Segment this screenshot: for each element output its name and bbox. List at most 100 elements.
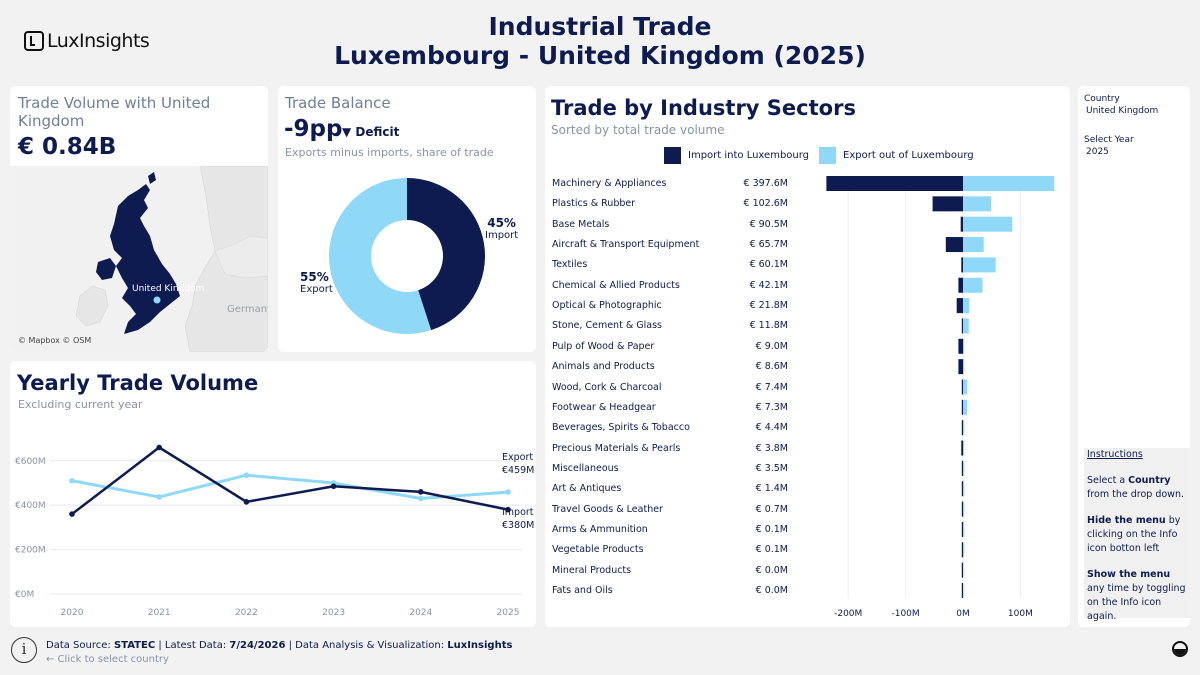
- import-bar[interactable]: [958, 359, 963, 375]
- export-bar[interactable]: [963, 501, 965, 517]
- import-bar[interactable]: [961, 481, 963, 497]
- import-bar[interactable]: [960, 216, 963, 232]
- data-point-import[interactable]: [418, 489, 424, 495]
- export-bar[interactable]: [963, 298, 970, 314]
- data-point-import[interactable]: [69, 511, 75, 517]
- sector-total: € 1.4M: [755, 483, 788, 495]
- y-tick-label: €200M: [15, 546, 46, 556]
- import-bar[interactable]: [961, 460, 963, 476]
- export-bar[interactable]: [963, 216, 1013, 232]
- export-bar[interactable]: [963, 338, 965, 354]
- import-end-value: €380M: [502, 520, 535, 531]
- data-point-export[interactable]: [505, 489, 511, 495]
- data-point-import[interactable]: [243, 499, 250, 505]
- footer-source: Data Source: STATEC | Latest Data: 7/24/…: [46, 640, 512, 651]
- export-bar[interactable]: [963, 196, 992, 212]
- export-bar[interactable]: [963, 440, 965, 456]
- import-bar[interactable]: [961, 257, 963, 273]
- instruction-3: Show the menu any time by toggling on th…: [1087, 568, 1187, 624]
- import-bar[interactable]: [961, 501, 963, 517]
- import-bar[interactable]: [961, 562, 963, 578]
- data-point-export[interactable]: [69, 477, 75, 484]
- sector-total: € 7.4M: [755, 381, 788, 393]
- export-bar[interactable]: [963, 359, 965, 375]
- series-line-import[interactable]: [71, 445, 509, 516]
- export-end-value: €459M: [502, 465, 535, 476]
- sector-total: € 0.0M: [755, 564, 788, 576]
- sectors-subtitle: Sorted by total trade volume: [551, 123, 725, 137]
- theme-toggle-icon[interactable]: [1172, 641, 1188, 657]
- import-bar[interactable]: [958, 338, 963, 354]
- data-point-import[interactable]: [330, 483, 337, 490]
- map-neighbor-label: Germany: [227, 304, 268, 315]
- sector-name: Chemical & Allied Products: [552, 279, 680, 291]
- data-point-export[interactable]: [156, 494, 162, 500]
- export-bar[interactable]: [963, 481, 965, 497]
- export-end-caption: Export: [502, 452, 534, 463]
- donut-slice-export[interactable]: [328, 178, 432, 335]
- x-tick-label: -200M: [834, 609, 862, 619]
- export-bar[interactable]: [963, 399, 968, 415]
- year-filter-select[interactable]: 2025: [1086, 147, 1109, 157]
- export-bar[interactable]: [963, 521, 965, 537]
- info-icon[interactable]: i: [11, 637, 37, 663]
- sector-total: € 65.7M: [749, 239, 788, 251]
- data-point-export[interactable]: [243, 472, 250, 478]
- import-bar[interactable]: [961, 379, 963, 395]
- export-bar[interactable]: [963, 562, 965, 578]
- series-line-export[interactable]: [71, 473, 509, 501]
- yearly-line-chart[interactable]: €0M €200M €400M €600M 2020 2021 2022 2023 2024 20…: [10, 361, 536, 627]
- data-point-export[interactable]: [418, 495, 424, 502]
- import-bar[interactable]: [961, 521, 963, 537]
- import-bar[interactable]: [958, 277, 963, 293]
- legend-export-label: Export out of Luxembourg: [843, 150, 974, 161]
- data-point-import[interactable]: [156, 444, 162, 451]
- footer-analysis-label: | Data Analysis & Visualization:: [285, 640, 448, 651]
- data-point-import[interactable]: [505, 506, 511, 513]
- sector-total: € 60.1M: [749, 259, 788, 271]
- instructions-title: Instructions: [1087, 449, 1143, 460]
- legend-import-label: Import into Luxembourg: [688, 150, 810, 161]
- import-bar[interactable]: [961, 583, 963, 598]
- import-bar[interactable]: [826, 176, 963, 191]
- trade-balance-card: Trade Balance -9pp ▼ Deficit Exports min…: [278, 86, 536, 352]
- sector-name: Mineral Products: [552, 564, 632, 576]
- sector-name: Beverages, Spirits & Tobacco: [552, 422, 690, 434]
- export-bar[interactable]: [963, 460, 965, 476]
- export-bar[interactable]: [963, 420, 965, 436]
- footer-latest-label: | Latest Data:: [155, 640, 230, 651]
- donut-slice-import[interactable]: [407, 178, 485, 331]
- import-bar[interactable]: [961, 399, 963, 415]
- logo-text: LuxInsights: [47, 30, 150, 52]
- footer-source-value: STATEC: [113, 640, 156, 651]
- trade-volume-title: Trade Volume with United Kingdom: [18, 94, 211, 130]
- import-bar[interactable]: [956, 298, 963, 314]
- export-bar[interactable]: [963, 257, 996, 273]
- instruction-3-post: any time by toggling on the Info icon ag…: [1087, 583, 1186, 622]
- export-bar[interactable]: [963, 318, 969, 334]
- export-bar[interactable]: [963, 542, 965, 558]
- import-bar[interactable]: [945, 237, 963, 253]
- export-bar[interactable]: [963, 379, 968, 395]
- legend-import-swatch: [664, 147, 681, 164]
- export-bar[interactable]: [963, 583, 965, 598]
- sectors-card: Trade by Industry Sectors Sorted by tota…: [545, 86, 1070, 627]
- export-bar[interactable]: [963, 277, 983, 293]
- country-map[interactable]: [10, 166, 268, 352]
- footer-hint[interactable]: ← Click to select country: [46, 654, 169, 665]
- import-bar[interactable]: [961, 542, 963, 558]
- x-tick-label: 100M: [1008, 609, 1033, 619]
- export-bar[interactable]: [963, 176, 1055, 191]
- import-bar[interactable]: [961, 318, 963, 334]
- x-tick-label: 2022: [235, 608, 258, 618]
- sector-total: € 102.6M: [743, 198, 788, 210]
- country-filter-select[interactable]: United Kingdom: [1086, 106, 1159, 116]
- import-bar[interactable]: [961, 440, 963, 456]
- map-attribution[interactable]: © Mapbox © OSM: [18, 336, 92, 345]
- yearly-title: Yearly Trade Volume: [17, 371, 259, 395]
- import-bar[interactable]: [961, 420, 963, 436]
- export-bar[interactable]: [963, 237, 984, 253]
- import-share-label: 45% Import: [485, 216, 518, 241]
- import-bar[interactable]: [932, 196, 963, 212]
- sector-total: € 0.1M: [755, 544, 788, 556]
